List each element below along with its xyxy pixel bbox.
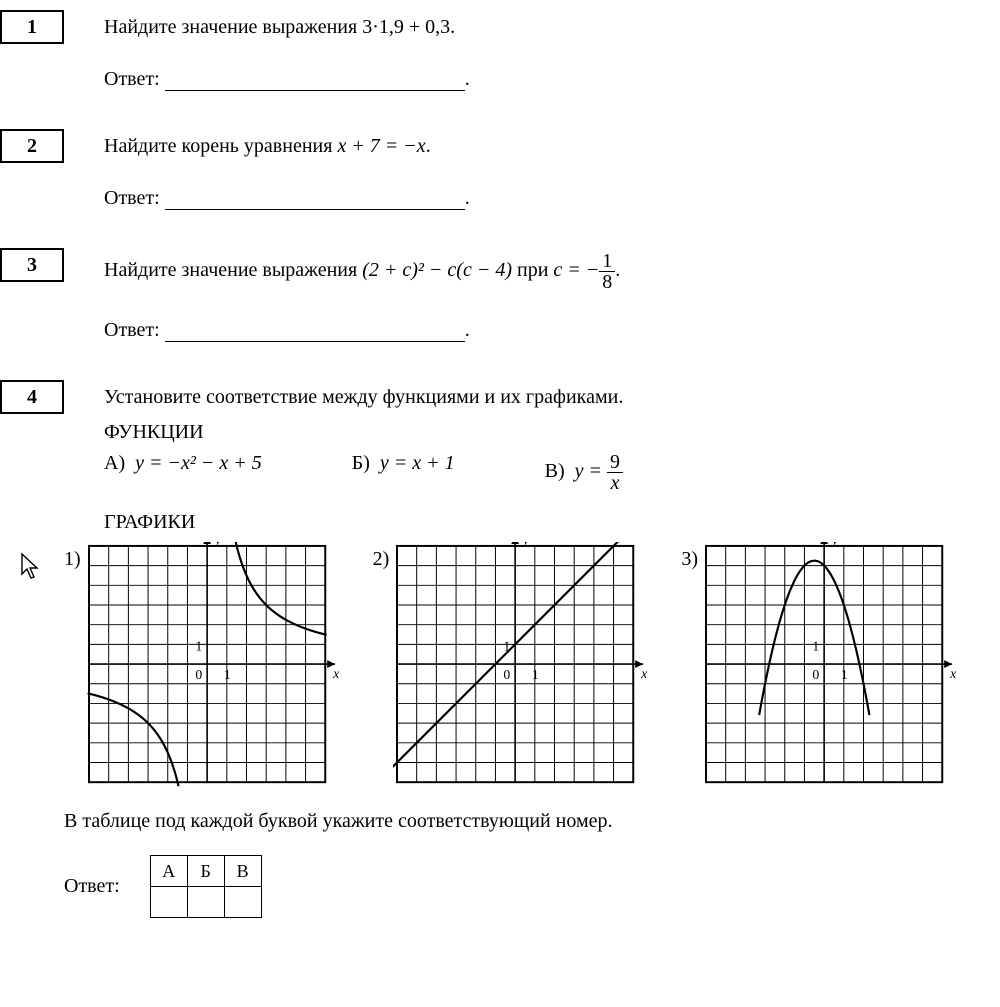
functions-row: А) y = −x² − x + 5 Б) y = x + 1 В) y = 9… — [104, 452, 980, 493]
graph-3: y x 0 1 1 — [702, 542, 962, 794]
svg-text:1: 1 — [812, 638, 819, 653]
svg-text:y: y — [213, 542, 222, 547]
svg-text:1: 1 — [224, 667, 231, 682]
svg-text:0: 0 — [195, 667, 202, 682]
graph-1-label: 1) — [64, 548, 81, 571]
svg-text:x: x — [640, 666, 648, 681]
problem-number-2: 2 — [0, 129, 64, 163]
answer-line-1: Ответ: . — [104, 66, 980, 91]
answer-label-4: Ответ: — [64, 875, 120, 898]
svg-text:1: 1 — [532, 667, 539, 682]
cursor-icon — [20, 552, 40, 580]
graph-3-label: 3) — [681, 548, 698, 571]
svg-text:1: 1 — [841, 667, 848, 682]
svg-text:1: 1 — [195, 638, 202, 653]
answer-line-2: Ответ: . — [104, 185, 980, 210]
graph-2: yx011 — [393, 542, 653, 794]
problem-number-1: 1 — [0, 10, 64, 44]
svg-text:0: 0 — [504, 667, 511, 682]
problem-number-4: 4 — [0, 380, 64, 414]
answer-table: А Б В — [150, 855, 262, 918]
svg-text:x: x — [332, 666, 340, 681]
problem-4-note: В таблице под каждой буквой укажите соот… — [64, 810, 980, 833]
svg-text:x: x — [949, 666, 957, 681]
graphs-title: ГРАФИКИ — [104, 511, 980, 534]
problem-3-text: Найдите значение выражения (2 + c)² − c(… — [104, 251, 980, 292]
functions-title: ФУНКЦИИ — [104, 421, 980, 444]
problem-number-3: 3 — [0, 248, 64, 282]
problem-1-text: Найдите значение выражения 3·1,9 + 0,3. — [104, 13, 980, 41]
svg-text:y: y — [830, 542, 839, 547]
problem-2-text: Найдите корень уравнения x + 7 = −x. — [104, 132, 980, 160]
svg-text:y: y — [521, 542, 530, 547]
answer-line-3: Ответ: . — [104, 317, 980, 342]
svg-text:0: 0 — [812, 667, 819, 682]
problem-4-text: Установите соответствие между функциями … — [104, 383, 980, 411]
graph-2-label: 2) — [373, 548, 390, 571]
graph-1: y x 0 1 1 — [85, 542, 345, 794]
